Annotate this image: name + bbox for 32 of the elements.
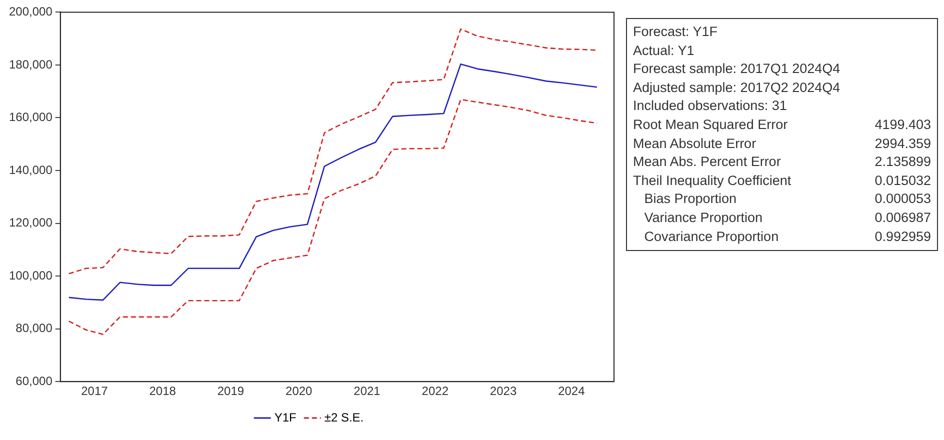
text: Theil Inequality Coefficient 0.015032 (633, 172, 931, 188)
x-tick-label: 2020 (286, 384, 313, 398)
text: Actual: Y1 (633, 42, 694, 60)
y-tick-label: 180,000 (8, 57, 53, 72)
x-tick-label: 2017 (81, 384, 108, 398)
y-tick-label: 60,000 (16, 374, 53, 388)
text: Included observations: 31 (633, 97, 787, 116)
x-tick-label: 2024 (558, 384, 586, 398)
x-tick-label: 2023 (490, 384, 517, 398)
legend-label: ±2 S.E. (324, 410, 364, 424)
y-tick-label: 160,000 (8, 110, 53, 124)
line-series (68, 28, 598, 274)
y-tick-label: 120,000 (8, 216, 53, 230)
legend-label: Y1F (274, 410, 296, 424)
text: Root Mean Squared Error 4199.403 (633, 116, 931, 132)
y-tick-label: 140,000 (8, 162, 53, 177)
y-tick-label: 80,000 (16, 321, 53, 336)
text: Mean Absolute Error 2994.359 (633, 136, 931, 151)
x-tick-label: 2022 (422, 384, 449, 398)
text: Adjusted sample: 2017Q2 2024Q4 (633, 78, 840, 97)
text: Bias Proportion 0.000053 (644, 191, 931, 206)
line-series (68, 98, 598, 336)
y-tick-label: 100,000 (8, 268, 53, 282)
text: Variance Proportion 0.006987 (644, 210, 931, 225)
x-tick-label: 2021 (354, 384, 381, 398)
x-tick-label: 2018 (149, 384, 176, 398)
text: Forecast: Y1F (633, 23, 718, 41)
text: Covariance Proportion 0.992959 (644, 228, 931, 244)
y-tick-label: 200,000 (8, 4, 53, 19)
x-tick-label: 2019 (217, 384, 244, 398)
text: Mean Abs. Percent Error 2.135899 (633, 154, 931, 170)
text: Forecast sample: 2017Q1 2024Q4 (633, 60, 840, 78)
